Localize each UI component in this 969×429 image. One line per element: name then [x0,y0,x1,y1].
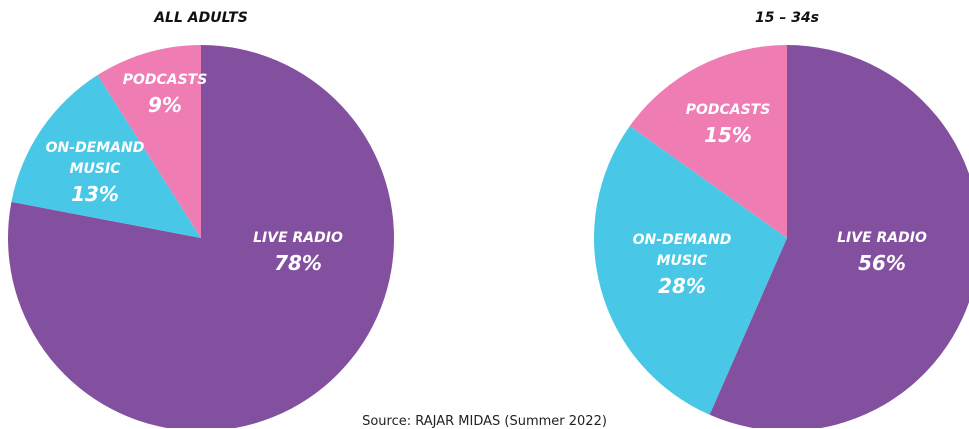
chart-title: ALL ADULTS [154,10,248,26]
slice-label: LIVE RADIO 56% [817,228,947,277]
pie-slice [8,45,394,428]
source: Source: RAJAR MIDAS (Summer 2022) [362,414,607,429]
slice-label: LIVE RADIO 78% [233,228,363,277]
chart-title: 15 – 34s [754,10,820,26]
slice-value: 78% [274,251,322,275]
slice-name: LIVE RADIO [253,230,343,246]
slice-name: PODCASTS [685,102,771,118]
slice-label: PODCASTS 9% [100,70,230,119]
pie-slice [593,126,787,415]
pie-slice [97,45,201,238]
slice-name: ON-DEMAND MUSIC [632,232,732,269]
slice-name: LIVE RADIO [837,230,927,246]
slice-value: 15% [704,123,752,147]
pie-slice [629,45,787,238]
slice-label: ON-DEMAND MUSIC 28% [627,230,737,300]
slice-value: 9% [148,93,182,117]
slice-value: 13% [71,182,119,206]
slice-name: ON-DEMAND MUSIC [45,140,145,177]
pie-slice [709,45,969,428]
slice-label: ON-DEMAND MUSIC 13% [40,138,150,208]
slice-value: 56% [858,251,906,275]
slice-label: PODCASTS 15% [663,100,793,149]
slice-value: 28% [658,274,706,298]
slice-name: PODCASTS [122,72,208,88]
pie-slice [11,75,201,238]
